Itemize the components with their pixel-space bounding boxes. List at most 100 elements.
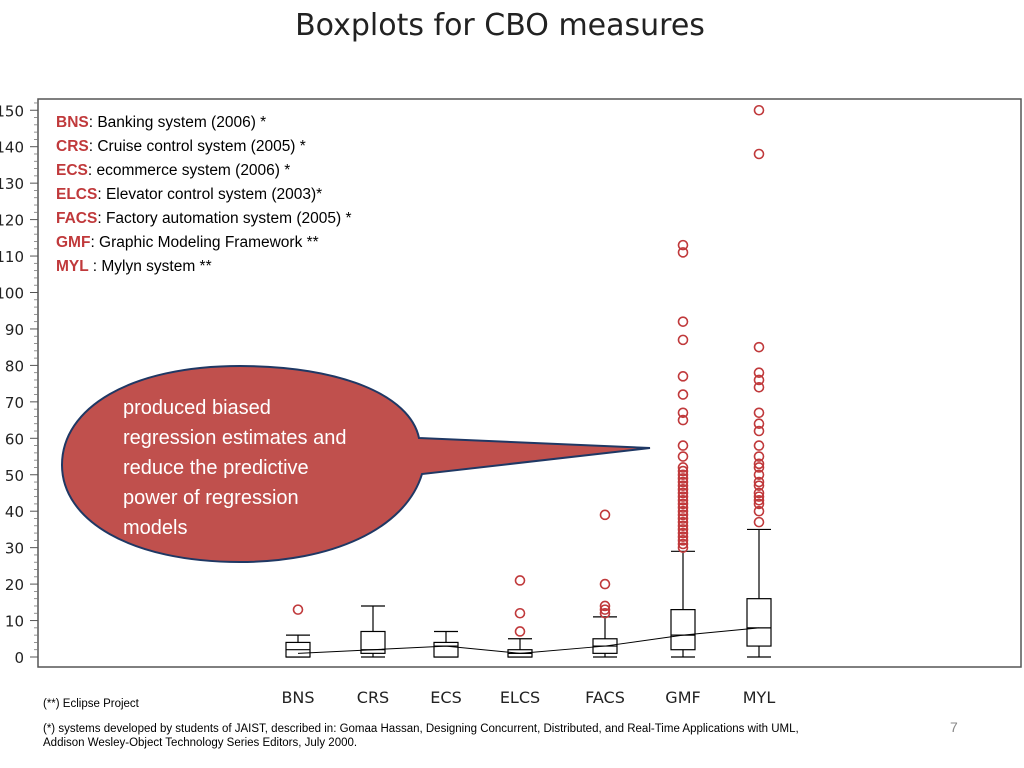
outlier-point [677,538,689,550]
boxplot-bns [285,604,311,658]
legend-desc: : Factory automation system (2005) * [97,210,352,227]
outlier-point [753,104,765,116]
outlier-point [677,524,689,535]
outlier-point [677,498,689,510]
y-tick-label: 40 [5,503,24,521]
outlier-point [677,451,689,462]
callout-shape [60,364,651,564]
outlier-point [753,516,765,528]
x-tick-label: ECS [430,688,461,707]
legend-abbr: GMF [56,234,91,251]
boxplot-facs [592,509,618,658]
outlier-point [677,509,689,521]
outlier-point [677,542,689,553]
y-tick-label: 130 [0,175,24,193]
legend-abbr: ECS [56,162,88,179]
y-tick-label: 50 [5,467,24,485]
boxplot-ecs [433,630,459,658]
mean-line [297,627,760,654]
y-tick-label: 110 [0,248,24,266]
outlier-point [677,484,689,495]
outlier-point [677,505,689,517]
outlier-point [514,607,526,619]
callout-text: produced biased regression estimates and… [123,397,347,539]
outlier-point [753,418,765,430]
y-axis: 0 10 20 30 40 50 60 70 80 90 100 110 120 130 140 150 [0,102,38,667]
legend-item: ELCS: Elevator control system (2003)* [56,183,351,207]
y-tick-label: 90 [5,321,24,339]
footnote-eclipse: (**) Eclipse Project [43,698,139,710]
y-tick-label: 60 [5,430,24,448]
legend-desc: : Elevator control system (2003)* [97,186,323,203]
y-tick-label: 100 [0,285,24,303]
legend-desc: : Banking system (2006) * [88,114,267,131]
outlier-point [677,316,689,327]
plot-frame [37,98,1022,668]
outlier-point [677,527,689,539]
x-tick-label: CRS [357,688,389,707]
box-group [285,104,772,658]
outlier-point [514,626,526,637]
box [433,641,459,658]
outlier-point [677,502,689,513]
system-legend: BNS: Banking system (2006) * CRS: Cruise… [56,111,351,279]
outlier-point [753,491,765,502]
y-tick-label: 140 [0,139,24,157]
y-tick-label: 70 [5,394,24,412]
outlier-point [753,505,765,517]
x-tick-label: BNS [281,688,314,707]
outlier-point [677,239,689,251]
outlier-point [677,520,689,532]
outlier-point [753,451,765,462]
outlier-point [753,462,765,473]
outlier-point [753,494,765,506]
y-tick-label: 120 [0,212,24,230]
page-title: Boxplots for CBO measures [295,8,705,43]
outlier-point [753,458,765,470]
outlier-point [292,604,304,615]
outlier-point [677,414,689,426]
legend-item: GMF: Graphic Modeling Framework ** [56,231,351,255]
y-tick-label: 150 [0,102,24,120]
outlier-point [677,476,689,488]
outlier-point [753,469,765,481]
outlier-point [677,389,689,400]
y-tick-label: 20 [5,576,24,594]
outlier-point [753,476,765,488]
y-tick-label: 80 [5,357,24,375]
x-axis: BNS CRS ECS ELCS FACS GMF MYL [281,688,775,707]
outlier-point [677,473,689,484]
outlier-point [677,469,689,481]
legend-abbr: CRS [56,138,89,155]
box [746,598,772,647]
boxplot-gmf [670,239,696,658]
boxplot-myl [746,104,772,658]
outlier-point [753,407,765,419]
legend-item: MYL : Mylyn system ** [56,255,351,279]
outlier-point [753,498,765,510]
legend-abbr: MYL [56,258,93,275]
x-tick-label: FACS [585,688,625,707]
outlier-point [677,462,689,473]
footnote-jaist: (*) systems developed by students of JAI… [43,723,799,749]
outlier-point [677,440,689,451]
legend-item: FACS: Factory automation system (2005) * [56,207,351,231]
outlier-point [753,341,765,353]
page-number: 7 [950,719,958,735]
outlier-point [753,374,765,386]
outlier-point [753,480,765,491]
outlier-point [677,531,689,543]
outlier-point [753,425,765,437]
legend-abbr: ELCS [56,186,98,203]
outlier-point [677,491,689,502]
outlier-point [753,381,765,393]
legend-desc: : ecommerce system (2006) * [87,162,291,179]
boxplot-elcs [507,575,533,658]
outlier-point [677,407,689,419]
legend-item: ECS: ecommerce system (2006) * [56,159,351,183]
x-tick-label: ELCS [500,688,540,707]
outlier-point [677,371,689,382]
box [360,630,386,654]
outlier-point [599,604,611,615]
x-tick-label: GMF [665,688,700,707]
